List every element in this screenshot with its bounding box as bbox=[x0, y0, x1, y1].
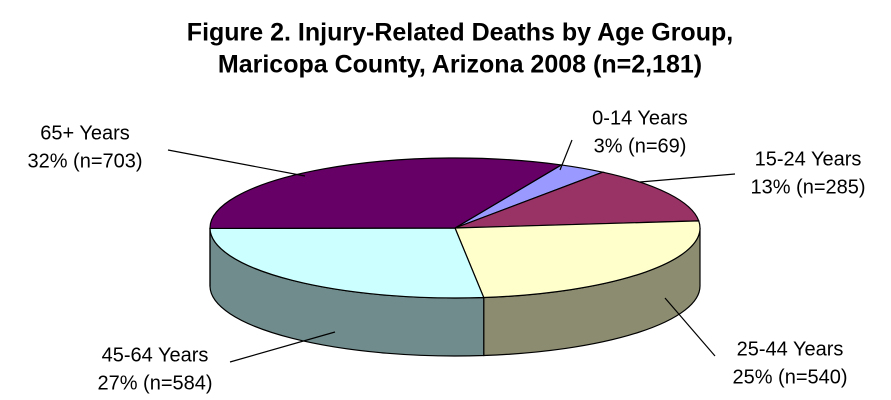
leader-line bbox=[229, 331, 336, 363]
pie-top bbox=[209, 157, 701, 299]
labels: 0-14 Years 3% (n=69) 15-24 Years 13% (n=285… bbox=[27, 107, 865, 394]
value-label: 25% (n=540) bbox=[732, 366, 847, 388]
pie-slice bbox=[209, 227, 485, 299]
chart-title: Maricopa County, Arizona 2008 (n=2,181) bbox=[218, 51, 702, 79]
value-label: 32% (n=703) bbox=[27, 150, 142, 172]
chart-title: Figure 2. Injury-Related Deaths by Age G… bbox=[187, 19, 733, 47]
pie-slice bbox=[209, 157, 564, 230]
slice-label: 15-24 Years bbox=[755, 148, 862, 170]
leader-line bbox=[167, 149, 306, 177]
leader-line bbox=[664, 297, 716, 357]
leader-line bbox=[559, 139, 573, 171]
pie-slice bbox=[454, 220, 701, 299]
slice-label: 25-44 Years bbox=[737, 338, 844, 360]
slice-label: 65+ Years bbox=[40, 122, 130, 144]
value-label: 13% (n=285) bbox=[750, 176, 865, 198]
pie-slice bbox=[454, 171, 700, 229]
slice-label: 45-64 Years bbox=[102, 344, 209, 366]
slice-label: 0-14 Years bbox=[592, 107, 688, 129]
leader-line bbox=[639, 173, 736, 183]
value-label: 27% (n=584) bbox=[97, 372, 212, 394]
value-label: 3% (n=69) bbox=[594, 135, 687, 157]
